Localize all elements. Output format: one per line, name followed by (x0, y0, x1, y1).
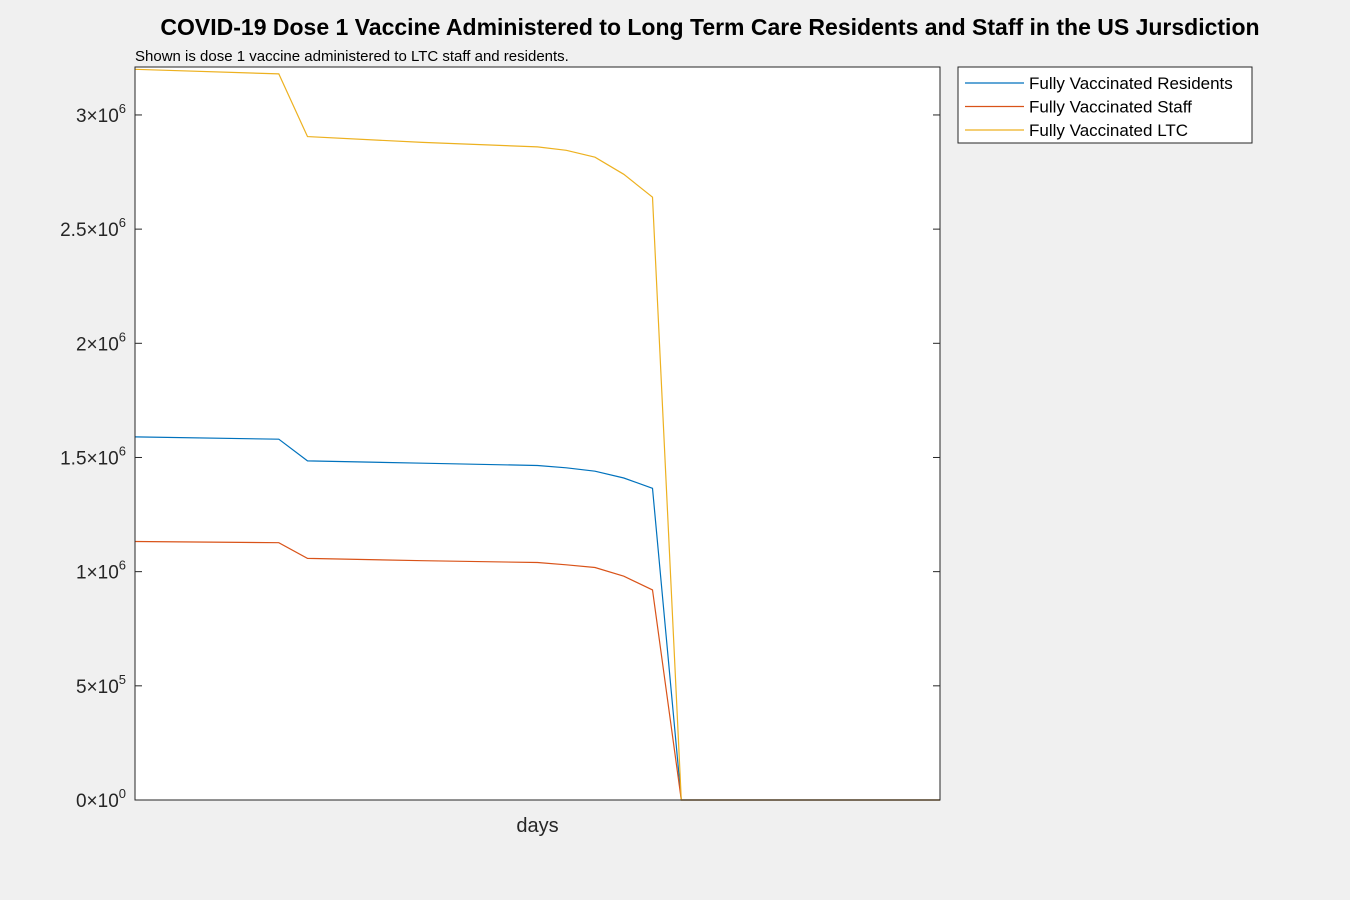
y-tick-label: 0×100 (76, 786, 126, 812)
series-line-3 (134, 68, 940, 801)
y-tick-label: 1.5×106 (60, 443, 126, 469)
x-axis-label: days (516, 815, 558, 837)
series-line-1 (134, 436, 940, 801)
y-tick-label: 2×106 (76, 329, 126, 355)
chart-subtitle: Shown is dose 1 vaccine administered to … (135, 48, 569, 65)
legend-label-1: Fully Vaccinated Residents (1029, 74, 1233, 93)
y-tick-label: 2.5×106 (60, 215, 126, 241)
y-axis-ticks: 0×100 5×105 1×106 1.5×106 2×106 2.5×106 3×106 (60, 101, 940, 812)
legend: Fully Vaccinated Residents Fully Vaccinat… (957, 66, 1253, 144)
plot-area (135, 67, 940, 800)
y-tick-label: 1×106 (76, 558, 126, 584)
series-line-2 (134, 540, 940, 801)
legend-items: Fully Vaccinated Residents Fully Vaccinat… (965, 74, 1233, 140)
chart-title: COVID-19 Dose 1 Vaccine Administered to … (160, 14, 1259, 40)
y-tick-label: 5×105 (76, 672, 126, 698)
legend-label-3: Fully Vaccinated LTC (1029, 121, 1188, 140)
axes-box (134, 66, 941, 801)
series-layer (134, 68, 940, 801)
legend-label-2: Fully Vaccinated Staff (1029, 98, 1192, 117)
y-tick-label: 3×106 (76, 101, 126, 127)
